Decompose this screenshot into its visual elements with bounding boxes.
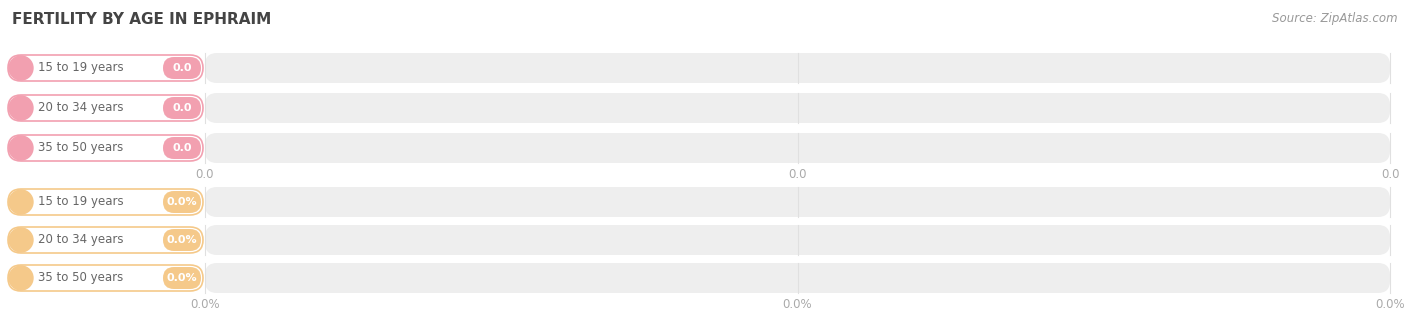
- FancyBboxPatch shape: [205, 53, 1391, 83]
- Text: 0.0: 0.0: [173, 143, 191, 153]
- FancyBboxPatch shape: [205, 225, 1391, 255]
- Text: 0.0: 0.0: [195, 168, 214, 181]
- Text: 0.0%: 0.0%: [190, 298, 219, 311]
- Text: FERTILITY BY AGE IN EPHRAIM: FERTILITY BY AGE IN EPHRAIM: [13, 12, 271, 27]
- FancyBboxPatch shape: [163, 137, 201, 159]
- FancyBboxPatch shape: [8, 189, 202, 215]
- Text: 0.0%: 0.0%: [167, 273, 197, 283]
- Text: 35 to 50 years: 35 to 50 years: [38, 272, 124, 284]
- Text: 15 to 19 years: 15 to 19 years: [38, 61, 124, 75]
- FancyBboxPatch shape: [205, 93, 1391, 123]
- Text: 0.0%: 0.0%: [1375, 298, 1405, 311]
- FancyBboxPatch shape: [163, 97, 201, 119]
- FancyBboxPatch shape: [8, 227, 202, 253]
- Text: 0.0%: 0.0%: [167, 235, 197, 245]
- FancyBboxPatch shape: [163, 267, 201, 289]
- FancyBboxPatch shape: [8, 55, 202, 81]
- Text: 0.0: 0.0: [173, 63, 191, 73]
- FancyBboxPatch shape: [205, 187, 1391, 217]
- Circle shape: [8, 266, 32, 290]
- Text: 0.0%: 0.0%: [167, 197, 197, 207]
- FancyBboxPatch shape: [8, 135, 202, 161]
- FancyBboxPatch shape: [163, 191, 201, 213]
- FancyBboxPatch shape: [205, 263, 1391, 293]
- Circle shape: [8, 136, 32, 160]
- Text: Source: ZipAtlas.com: Source: ZipAtlas.com: [1272, 12, 1398, 25]
- Circle shape: [8, 96, 32, 120]
- Text: 20 to 34 years: 20 to 34 years: [38, 234, 124, 247]
- FancyBboxPatch shape: [8, 95, 202, 121]
- Text: 20 to 34 years: 20 to 34 years: [38, 102, 124, 115]
- Text: 35 to 50 years: 35 to 50 years: [38, 142, 124, 154]
- Circle shape: [8, 228, 32, 252]
- Text: 0.0%: 0.0%: [783, 298, 813, 311]
- FancyBboxPatch shape: [205, 133, 1391, 163]
- Circle shape: [8, 56, 32, 80]
- Text: 15 to 19 years: 15 to 19 years: [38, 195, 124, 209]
- Text: 0.0: 0.0: [1381, 168, 1399, 181]
- Text: 0.0: 0.0: [173, 103, 191, 113]
- FancyBboxPatch shape: [8, 265, 202, 291]
- FancyBboxPatch shape: [163, 57, 201, 79]
- Text: 0.0: 0.0: [789, 168, 807, 181]
- Circle shape: [8, 190, 32, 214]
- FancyBboxPatch shape: [163, 229, 201, 251]
